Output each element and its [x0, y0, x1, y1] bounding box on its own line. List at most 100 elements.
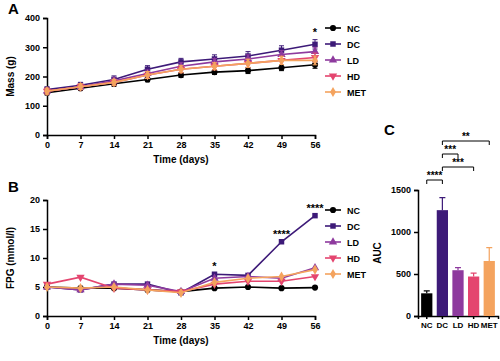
error-bar	[455, 268, 461, 271]
y-axis: 05101520	[30, 195, 48, 321]
legend-label: NC	[347, 24, 360, 34]
legend-label: HD	[347, 72, 360, 82]
legend: NCDCLDHDMET	[325, 24, 367, 98]
x-axis: 0714212835424956	[45, 135, 321, 150]
marker	[44, 282, 50, 292]
tick-mark	[147, 316, 149, 320]
tick-mark	[43, 18, 47, 20]
tick: 400	[25, 13, 47, 23]
x-axis-title: Time (days)	[153, 154, 208, 165]
plot-marks	[43, 213, 319, 298]
legend-label: MET	[347, 88, 367, 98]
tick: 100	[25, 101, 47, 111]
tick: 1000	[391, 227, 418, 237]
legend-item: MET	[325, 269, 367, 280]
axis-line	[48, 317, 316, 321]
tick-label: 10	[30, 253, 40, 263]
tick-label: 56	[310, 140, 320, 150]
tick: 15	[30, 224, 47, 234]
legend-symbol	[330, 87, 336, 97]
tick: 14	[109, 135, 119, 150]
tick-label: 400	[25, 13, 40, 23]
tick: 1500	[391, 185, 418, 195]
marker	[76, 275, 84, 282]
tick-mark	[43, 47, 47, 49]
tick-mark	[114, 316, 116, 320]
tick-label: NC	[421, 321, 433, 330]
bar	[452, 270, 463, 316]
tick-mark	[414, 190, 418, 192]
legend-item: NC	[325, 24, 360, 34]
tick-mark	[248, 135, 250, 139]
y-axis: 0 500 1000 1500	[391, 185, 419, 321]
tick-label: 35	[210, 140, 220, 150]
tick-mark	[473, 316, 475, 319]
series-line	[47, 57, 315, 91]
marker	[278, 65, 284, 71]
tick: 56	[310, 135, 320, 150]
tick-label: 0	[35, 130, 40, 140]
tick-label: 28	[176, 321, 186, 331]
error-bar	[246, 68, 251, 74]
significance-label: ***	[444, 144, 456, 155]
axis-line	[419, 317, 499, 320]
legend-item: DC	[325, 40, 360, 50]
tick-mark	[80, 316, 82, 320]
y-axis: 0 100 200 300 400	[25, 13, 48, 140]
marker	[78, 283, 84, 293]
tick-mark	[214, 316, 216, 320]
error-bar	[439, 198, 445, 211]
legend-symbol	[330, 41, 335, 46]
tick-mark	[457, 316, 459, 319]
legend-item: LD	[325, 237, 359, 247]
tick: 21	[143, 316, 153, 331]
tick-label: 56	[310, 321, 320, 331]
y-axis-title: AUC	[372, 242, 383, 264]
marker	[78, 82, 84, 92]
legend-item: HD	[325, 254, 360, 264]
tick-mark	[181, 316, 183, 320]
tick-label: 1000	[391, 227, 411, 237]
marker	[279, 271, 285, 281]
plot-marks	[421, 198, 495, 316]
tick-label: 200	[25, 72, 40, 82]
tick: 21	[143, 135, 153, 150]
tick-label: 28	[176, 140, 186, 150]
tick: 42	[243, 135, 253, 150]
series	[44, 265, 318, 298]
tick: 42	[243, 316, 253, 331]
legend-symbol	[330, 223, 335, 228]
axis-line	[414, 191, 419, 317]
legend-symbol	[330, 207, 336, 213]
tick-label: DC	[437, 321, 449, 330]
tick-label: 42	[243, 321, 253, 331]
tick-label: 500	[396, 269, 411, 279]
legend-item: MET	[325, 87, 367, 98]
tick-label: 21	[143, 140, 153, 150]
tick-mark	[248, 316, 250, 320]
tick: 56	[310, 316, 320, 331]
tick-mark	[414, 232, 418, 234]
plot-marks	[43, 40, 319, 97]
tick-label: 0	[45, 321, 50, 331]
panel-label: A	[8, 0, 19, 17]
bar	[484, 261, 495, 316]
tick: 0	[406, 311, 418, 321]
marker	[178, 64, 184, 74]
tick: DC	[437, 316, 449, 330]
tick-mark	[43, 76, 47, 78]
bar	[437, 210, 448, 316]
tick: 300	[25, 43, 47, 53]
tick-label: 15	[30, 224, 40, 234]
axis-line	[43, 19, 48, 136]
series-line	[47, 65, 315, 93]
tick-label: HD	[468, 321, 480, 330]
tick-mark	[442, 316, 444, 319]
tick: LD	[453, 316, 464, 330]
legend-label: DC	[347, 40, 360, 50]
series	[44, 213, 317, 296]
legend-symbol	[329, 256, 337, 263]
significance-label: *	[313, 26, 318, 38]
tick: 0	[35, 311, 47, 321]
panel-label: C	[384, 121, 395, 138]
